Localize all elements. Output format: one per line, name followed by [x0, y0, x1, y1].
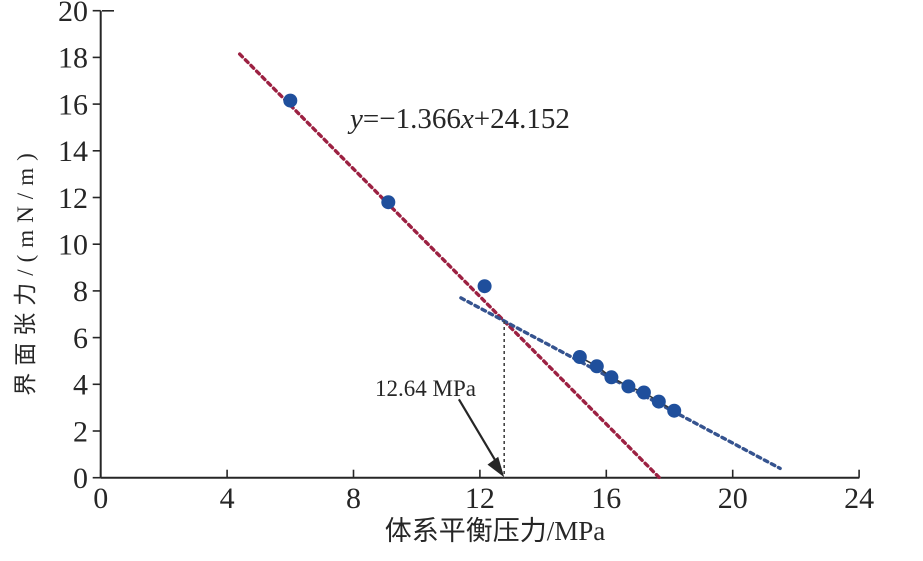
svg-text:4: 4 — [73, 369, 88, 402]
svg-text:14: 14 — [58, 135, 88, 168]
svg-text:12: 12 — [58, 182, 88, 215]
svg-text:18: 18 — [58, 42, 88, 75]
svg-text:6: 6 — [73, 322, 88, 355]
svg-text:0: 0 — [93, 482, 108, 515]
svg-text:0: 0 — [73, 462, 88, 495]
svg-text:8: 8 — [346, 482, 361, 515]
svg-text:8: 8 — [73, 275, 88, 308]
svg-text:12: 12 — [465, 482, 495, 515]
svg-text:界面张力/(mN/m): 界面张力/(mN/m) — [13, 146, 38, 396]
svg-text:2: 2 — [73, 415, 88, 448]
svg-text:16: 16 — [58, 88, 88, 121]
svg-text:4: 4 — [220, 482, 235, 515]
svg-text:体系平衡压力/MPa: 体系平衡压力/MPa — [385, 516, 606, 546]
svg-text:12.64 MPa: 12.64 MPa — [375, 376, 476, 401]
svg-text:20: 20 — [58, 0, 88, 28]
svg-text:24: 24 — [844, 482, 874, 515]
svg-text:10: 10 — [58, 229, 88, 262]
svg-text:20: 20 — [718, 482, 748, 515]
svg-text:y=−1.366x+24.152: y=−1.366x+24.152 — [347, 103, 570, 135]
svg-text:16: 16 — [591, 482, 621, 515]
